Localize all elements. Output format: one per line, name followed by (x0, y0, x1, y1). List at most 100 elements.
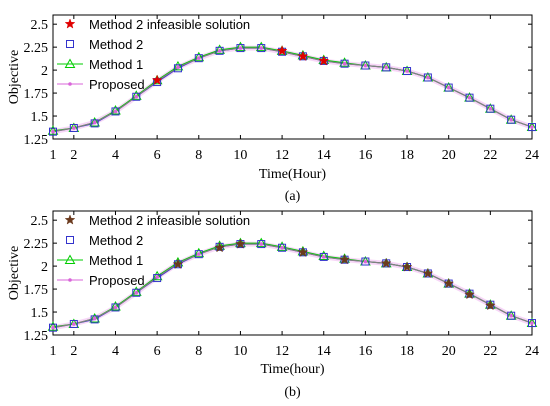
method-2-point (111, 303, 120, 312)
y-tick-label: 2.25 (24, 237, 49, 252)
proposed-point (363, 259, 368, 264)
method-2-point (132, 92, 141, 101)
proposed-point (509, 117, 513, 122)
method-1-point (193, 247, 205, 258)
proposed-point (405, 69, 409, 73)
proposed-point (488, 106, 493, 111)
method-2-point (69, 123, 78, 132)
infeasible-solution-point (297, 50, 309, 61)
method-1-point (151, 270, 163, 281)
chart-panel-1: 1 2 4 6 8 10 12 14 16 18 20 22 241.251.51.7522.252.5… (7, 14, 539, 204)
method-1-point (339, 57, 350, 67)
y-tick-label: 1.5 (31, 110, 49, 125)
proposed-point (280, 245, 284, 250)
x-tick-label: 18 (400, 148, 414, 163)
y-tick-label: 2.5 (31, 214, 49, 229)
infeasible-solution-point (214, 242, 226, 253)
proposed-point (342, 61, 347, 66)
x-tick-label: 20 (442, 148, 456, 163)
method-2-point (319, 252, 328, 261)
x-tick-label: 4 (112, 148, 119, 163)
legend-label: Proposed (89, 273, 145, 288)
method-2-point (528, 319, 536, 328)
method-2-point (507, 311, 516, 320)
infeasible-solution-point (484, 299, 496, 311)
x-tick-label: 16 (358, 148, 372, 163)
method-2-point (278, 243, 287, 252)
method-1-point (110, 301, 121, 311)
infeasible-solution-point (318, 55, 330, 66)
method-2-point (423, 73, 432, 82)
x-tick-label: 20 (442, 344, 456, 359)
method-1-point (255, 237, 267, 248)
method-1-point (255, 41, 267, 52)
legend-label: Method 2 infeasible solution (89, 213, 250, 228)
infeasible-solution-point (401, 261, 413, 272)
y-tick-label: 2.25 (24, 41, 49, 56)
proposed-point (72, 126, 76, 130)
legend-marker (64, 18, 76, 29)
method-2-point (194, 54, 203, 63)
proposed-point (509, 313, 513, 318)
proposed-point (446, 85, 451, 90)
plot-frame (52, 210, 533, 336)
legend-marker (64, 254, 76, 264)
method-2-point (69, 319, 78, 328)
legend-marker (68, 278, 72, 282)
infeasible-solution-point (235, 238, 246, 249)
y-tick-label: 1.25 (24, 133, 49, 148)
x-axis-label: Time(Hour) (259, 167, 326, 182)
x-tick-label: 12 (275, 344, 289, 359)
proposed-point (113, 109, 118, 114)
method-2-point (382, 63, 391, 72)
proposed-point (134, 94, 139, 99)
x-tick-label: 10 (233, 148, 247, 163)
x-tick-label: 8 (195, 148, 202, 163)
chart-caption: (a) (285, 189, 301, 204)
method-1-point (172, 60, 184, 71)
proposed-point (321, 255, 326, 259)
proposed-point (530, 321, 534, 325)
method-2-point (173, 64, 182, 73)
proposed-point (176, 65, 180, 70)
method-2-point (340, 59, 349, 68)
plot-frame (52, 14, 533, 140)
proposed-point (72, 322, 76, 326)
y-tick-label: 1.5 (31, 306, 49, 321)
legend-label: Method 1 (89, 253, 143, 268)
x-tick-label: 22 (483, 344, 497, 359)
x-axis-label: Time(hour) (260, 362, 324, 377)
legend-label: Proposed (89, 77, 145, 92)
x-tick-label: 6 (154, 344, 161, 359)
method-1-point (214, 44, 225, 54)
y-tick-label: 1.25 (24, 329, 49, 344)
x-tick-label: 1 (50, 148, 57, 163)
y-tick-label: 1.75 (24, 87, 49, 102)
method-1-point (130, 90, 142, 100)
method-2-point (444, 83, 453, 92)
chart-caption: (b) (284, 385, 301, 400)
chart-panel-2: 1 2 4 6 8 10 12 14 16 18 20 22 241.251.51.7522.252.5… (7, 210, 539, 400)
proposed-point (530, 125, 534, 129)
proposed-point (259, 46, 264, 50)
method-2-point (49, 127, 57, 136)
infeasible-solution-point (276, 45, 288, 56)
x-tick-label: 18 (400, 344, 414, 359)
infeasible-solution-point (297, 246, 309, 257)
x-tick-label: 24 (525, 148, 539, 163)
infeasible-solution-point (339, 253, 350, 265)
proposed-point (134, 290, 139, 295)
y-axis-label: Objective (7, 50, 22, 104)
infeasible-solution-point (380, 257, 392, 268)
infeasible-solution-point (422, 267, 434, 279)
method-2-point (111, 107, 120, 116)
method-2-point (49, 323, 57, 332)
method-2-point (486, 104, 495, 113)
y-tick-label: 1.75 (24, 283, 49, 298)
method-2-point (153, 274, 162, 283)
proposed-point (51, 129, 55, 134)
method-2-point (194, 250, 203, 259)
method-2-point (403, 67, 412, 76)
method-2-point (465, 93, 474, 102)
method-2-point (132, 288, 141, 297)
